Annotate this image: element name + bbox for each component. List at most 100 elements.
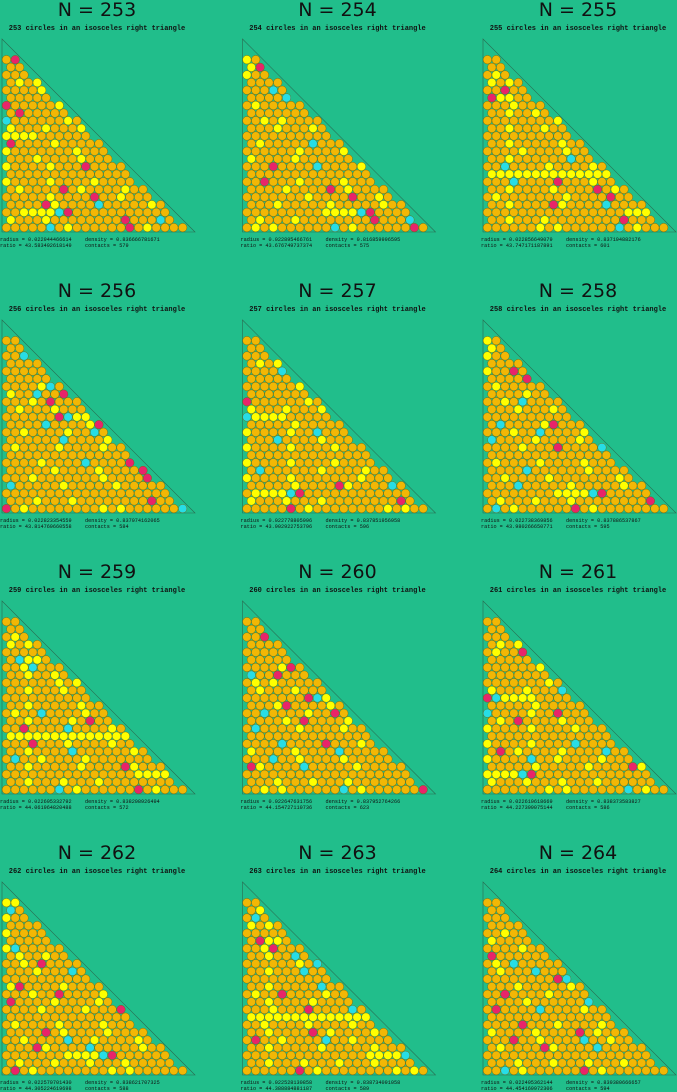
packed-circle bbox=[509, 131, 519, 141]
packed-circle bbox=[500, 85, 510, 95]
packed-circle bbox=[549, 1027, 558, 1037]
packed-circle bbox=[264, 670, 274, 680]
packed-circle bbox=[487, 139, 497, 149]
packed-circle bbox=[28, 504, 38, 514]
packed-circle bbox=[41, 450, 51, 460]
packed-circle bbox=[527, 458, 536, 468]
packed-circle bbox=[619, 1027, 629, 1037]
packed-circle bbox=[81, 223, 91, 233]
packed-circle bbox=[295, 443, 305, 452]
packed-circle bbox=[37, 116, 47, 126]
packed-circle bbox=[317, 1027, 327, 1037]
packed-circle bbox=[500, 754, 510, 764]
packed-circle bbox=[334, 777, 344, 787]
packed-circle bbox=[251, 382, 261, 391]
packed-circle bbox=[242, 162, 252, 171]
packed-circle bbox=[500, 116, 510, 126]
packed-circle bbox=[50, 184, 60, 194]
packed-circle bbox=[487, 762, 497, 772]
packed-circle bbox=[504, 496, 514, 506]
packed-circle bbox=[557, 701, 567, 711]
packed-circle bbox=[553, 959, 563, 969]
packed-circle bbox=[277, 1035, 287, 1045]
packed-circle bbox=[63, 678, 73, 688]
packed-circle bbox=[299, 496, 309, 506]
packed-circle bbox=[72, 989, 82, 999]
packed-circle bbox=[365, 473, 375, 483]
packed-circle bbox=[374, 1050, 384, 1060]
packed-circle bbox=[361, 731, 371, 741]
packed-circle bbox=[54, 488, 64, 498]
packed-circle bbox=[246, 481, 256, 491]
packed-circle bbox=[491, 192, 501, 202]
packed-circle bbox=[295, 116, 305, 126]
packed-circle bbox=[527, 678, 536, 688]
packed-circle bbox=[491, 55, 501, 65]
packed-circle bbox=[242, 336, 252, 346]
packed-circle bbox=[90, 724, 99, 733]
packed-circle bbox=[312, 427, 322, 437]
packed-circle bbox=[286, 708, 296, 718]
packed-circle bbox=[10, 959, 20, 969]
packed-circle bbox=[509, 1066, 519, 1076]
packed-circle bbox=[549, 1012, 558, 1022]
packed-circle bbox=[513, 496, 523, 506]
packed-circle bbox=[365, 458, 375, 468]
packed-circle bbox=[575, 701, 585, 711]
packed-circle bbox=[81, 427, 91, 437]
packed-circle bbox=[330, 443, 340, 452]
packed-circle bbox=[571, 207, 580, 217]
packed-circle bbox=[487, 78, 497, 88]
packed-circle bbox=[15, 731, 25, 741]
packed-circle bbox=[19, 928, 29, 938]
packed-circle bbox=[562, 504, 572, 514]
packed-circle bbox=[260, 989, 269, 999]
packed-circle bbox=[268, 1020, 278, 1030]
packed-circle bbox=[334, 1027, 344, 1037]
packed-circle bbox=[330, 989, 340, 999]
packed-circle bbox=[357, 443, 366, 452]
packed-circle bbox=[374, 207, 384, 217]
packed-circle bbox=[63, 488, 73, 498]
packed-circle bbox=[15, 966, 25, 976]
panel-title: N = 262 bbox=[58, 842, 136, 864]
packed-circle bbox=[540, 997, 550, 1007]
packed-circle bbox=[308, 420, 318, 430]
packed-circle bbox=[295, 724, 305, 733]
packed-circle bbox=[312, 207, 322, 217]
packed-circle bbox=[357, 739, 366, 749]
packed-circle bbox=[632, 488, 642, 498]
packed-circle bbox=[531, 701, 541, 711]
panel-title: N = 258 bbox=[539, 280, 617, 302]
packed-circle bbox=[566, 215, 576, 225]
packed-circle bbox=[286, 488, 296, 498]
packed-circle bbox=[509, 1050, 519, 1060]
packed-circle bbox=[46, 739, 55, 749]
packed-circle bbox=[32, 997, 42, 1007]
packed-circle bbox=[98, 177, 108, 187]
packed-circle bbox=[487, 169, 497, 179]
packed-circle bbox=[90, 739, 99, 749]
packed-circle bbox=[160, 1050, 170, 1060]
packed-circle bbox=[522, 746, 532, 756]
packed-circle bbox=[522, 1043, 532, 1053]
packed-circle bbox=[19, 647, 29, 657]
packed-circle bbox=[299, 420, 309, 430]
packed-circle bbox=[509, 458, 519, 468]
packed-circle bbox=[50, 169, 60, 179]
packed-circle bbox=[509, 382, 519, 391]
packed-circle bbox=[326, 1043, 336, 1053]
packed-circle bbox=[509, 223, 519, 233]
packed-circle bbox=[606, 1020, 616, 1030]
packed-circle bbox=[357, 162, 366, 171]
packed-circle bbox=[129, 481, 139, 491]
packed-circle bbox=[19, 412, 29, 422]
packed-circle bbox=[81, 504, 91, 514]
packed-circle bbox=[509, 177, 519, 187]
packed-circle bbox=[23, 404, 33, 414]
packed-circle bbox=[116, 443, 126, 452]
packed-circle bbox=[509, 146, 519, 156]
packed-circle bbox=[1, 70, 11, 80]
packed-circle bbox=[509, 207, 519, 217]
packed-circle bbox=[317, 481, 327, 491]
